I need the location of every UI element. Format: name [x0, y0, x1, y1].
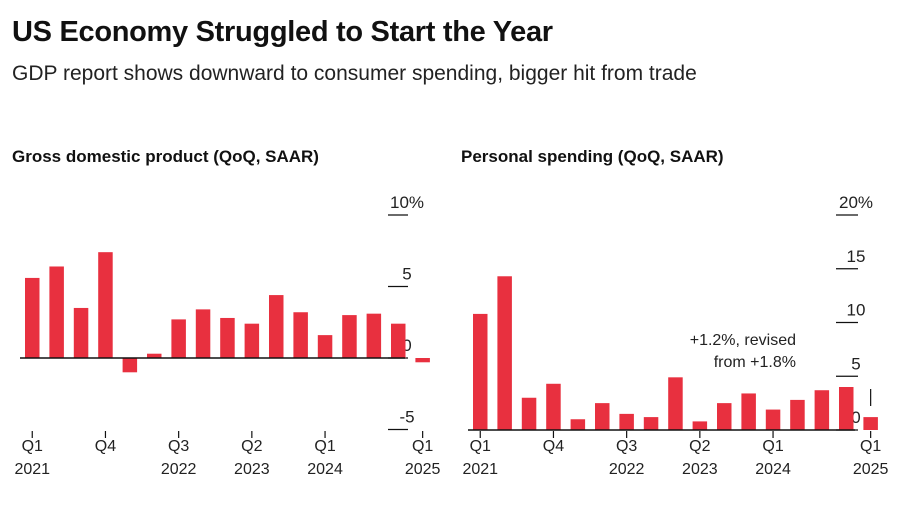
bar-q1-2023: [220, 317, 235, 358]
gdp-chart-panel: Gross domestic product (QoQ, SAAR) 10% 5 0 -…: [12, 147, 441, 478]
y-tick-label: 0: [402, 336, 411, 355]
x-tick-label: Q3: [616, 438, 637, 455]
bar-q2-2024: [790, 399, 805, 430]
bar-q3-2024: [366, 313, 382, 358]
y-tick-label: 0: [851, 408, 860, 427]
bar-q4-2021: [546, 383, 561, 430]
bar-q3-2021: [521, 397, 537, 430]
x-tick-label: Q1: [412, 438, 433, 455]
personal-spending-chart-panel: Personal spending (QoQ, SAAR)20%151050Q1…: [461, 147, 889, 478]
bar-q4-2022: [643, 417, 659, 430]
x-tick-label: Q1: [762, 438, 783, 455]
bar-q3-2023: [717, 403, 732, 430]
bar-q3-2022: [619, 413, 634, 430]
x-tick-year-label: 2021: [14, 461, 50, 478]
bar-q4-2023: [293, 312, 308, 358]
x-tick-label: Q1: [470, 438, 491, 455]
bar-q4-2024: [839, 387, 854, 430]
bar-q1-2025: [863, 417, 878, 430]
annotation-text: +1.2%, revised: [690, 332, 796, 349]
panel-title: Personal spending (QoQ, SAAR): [461, 147, 724, 166]
x-tick-year-label: 2023: [682, 461, 718, 478]
bar-q2-2023: [244, 323, 260, 358]
bar-q2-2021: [49, 266, 64, 358]
y-tick-label: 5: [402, 265, 411, 284]
bar-q4-2023: [741, 393, 756, 430]
x-tick-year-label: 2022: [609, 461, 645, 478]
panel-title: Gross domestic product (QoQ, SAAR): [12, 147, 319, 166]
x-tick-year-label: 2025: [405, 461, 441, 478]
bar-q1-2025: [415, 358, 430, 363]
x-tick-label: Q2: [241, 438, 262, 455]
bar-q1-2023: [668, 377, 683, 430]
x-tick-label: Q4: [543, 438, 564, 455]
y-tick-label: 15: [847, 247, 866, 266]
x-tick-year-label: 2024: [755, 461, 791, 478]
x-tick-year-label: 2023: [234, 461, 270, 478]
bar-q4-2024: [391, 323, 406, 358]
x-tick-label: Q1: [860, 438, 881, 455]
bar-q1-2021: [25, 277, 40, 358]
bar-q4-2021: [98, 252, 113, 358]
bar-q1-2024: [765, 409, 781, 430]
bar-q2-2023: [692, 421, 708, 430]
chart-subtitle: GDP report shows downward to consumer sp…: [12, 62, 697, 85]
x-tick-year-label: 2022: [161, 461, 197, 478]
x-tick-label: Q1: [314, 438, 335, 455]
x-tick-year-label: 2024: [307, 461, 343, 478]
bar-q1-2021: [473, 313, 488, 430]
x-tick-label: Q1: [22, 438, 43, 455]
y-tick-label: 10: [847, 301, 866, 320]
bar-q2-2022: [595, 403, 610, 430]
bar-q3-2021: [73, 307, 89, 358]
x-tick-label: Q4: [95, 438, 116, 455]
bar-q1-2022: [122, 358, 138, 373]
y-tick-label: 20%: [839, 193, 873, 212]
bar-q2-2021: [497, 276, 512, 430]
bar-q1-2024: [317, 335, 333, 358]
y-tick-label: -5: [399, 408, 414, 427]
y-tick-label: 5: [851, 354, 860, 373]
chart-title: US Economy Struggled to Start the Year: [12, 16, 553, 48]
bar-q3-2024: [814, 390, 830, 430]
x-tick-year-label: 2025: [853, 461, 889, 478]
x-tick-year-label: 2021: [462, 461, 498, 478]
y-tick-label: 10%: [390, 193, 424, 212]
bar-q3-2022: [171, 319, 186, 358]
bar-q4-2022: [195, 309, 211, 358]
bar-q2-2024: [342, 315, 357, 358]
x-tick-label: Q2: [689, 438, 710, 455]
bar-q1-2022: [570, 419, 586, 430]
bar-q3-2023: [269, 295, 284, 358]
x-tick-label: Q3: [168, 438, 189, 455]
annotation-text-line2: from +1.8%: [714, 354, 796, 371]
bar-q2-2022: [147, 353, 162, 358]
